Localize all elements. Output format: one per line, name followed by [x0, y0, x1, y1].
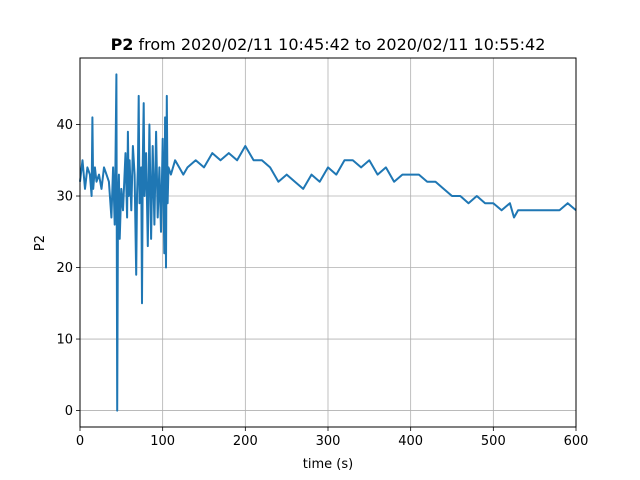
x-tick-label: 400 [398, 434, 423, 449]
y-axis: 0 10 20 30 40 [56, 118, 80, 419]
chart-title: P2 from 2020/02/11 10:45:42 to 2020/02/1… [111, 35, 546, 54]
x-axis: 0 100 200 300 400 500 600 [76, 427, 589, 449]
y-tick-label: 10 [56, 333, 73, 348]
y-axis-label: P2 [33, 235, 48, 251]
y-tick-label: 40 [56, 118, 73, 133]
y-tick-label: 20 [56, 261, 73, 276]
x-tick-label: 100 [150, 434, 175, 449]
y-tick-label: 0 [65, 404, 73, 419]
x-tick-label: 500 [481, 434, 506, 449]
x-tick-label: 300 [316, 434, 341, 449]
series-line [79, 73, 577, 412]
chart-title-bold: P2 [111, 35, 134, 54]
x-axis-label: time (s) [303, 457, 353, 472]
x-tick-label: 600 [564, 434, 589, 449]
chart-title-rest: from 2020/02/11 10:45:42 to 2020/02/11 1… [133, 35, 545, 54]
y-tick-label: 30 [56, 190, 73, 205]
x-tick-label: 0 [76, 434, 84, 449]
x-tick-label: 200 [233, 434, 258, 449]
series-layer [79, 73, 577, 412]
